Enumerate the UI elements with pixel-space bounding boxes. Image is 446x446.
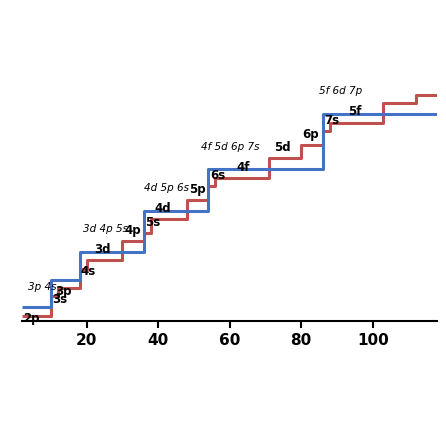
Text: 3s: 3s	[52, 293, 67, 306]
Text: 4p: 4p	[124, 224, 141, 237]
Text: 2p: 2p	[23, 312, 40, 325]
Text: 3p 4s: 3p 4s	[28, 282, 56, 292]
Text: 6p: 6p	[302, 128, 319, 140]
Text: 5p: 5p	[189, 183, 205, 196]
Text: 4d 5p 6s: 4d 5p 6s	[144, 183, 189, 193]
Text: 4f: 4f	[237, 161, 250, 173]
Text: 3d 4p 5s: 3d 4p 5s	[83, 224, 128, 234]
Text: 3p: 3p	[55, 285, 72, 297]
Text: 5f 6d 7p: 5f 6d 7p	[319, 87, 362, 96]
Text: 4f 5d 6p 7s: 4f 5d 6p 7s	[201, 141, 260, 152]
Text: 4d: 4d	[155, 202, 171, 215]
Text: 7s: 7s	[324, 114, 339, 127]
Text: 5d: 5d	[274, 141, 291, 154]
Text: 5s: 5s	[145, 216, 160, 229]
Text: 6s: 6s	[210, 169, 225, 182]
Text: 3d: 3d	[94, 244, 110, 256]
Text: 4s: 4s	[81, 265, 96, 278]
Text: 5f: 5f	[348, 105, 361, 119]
